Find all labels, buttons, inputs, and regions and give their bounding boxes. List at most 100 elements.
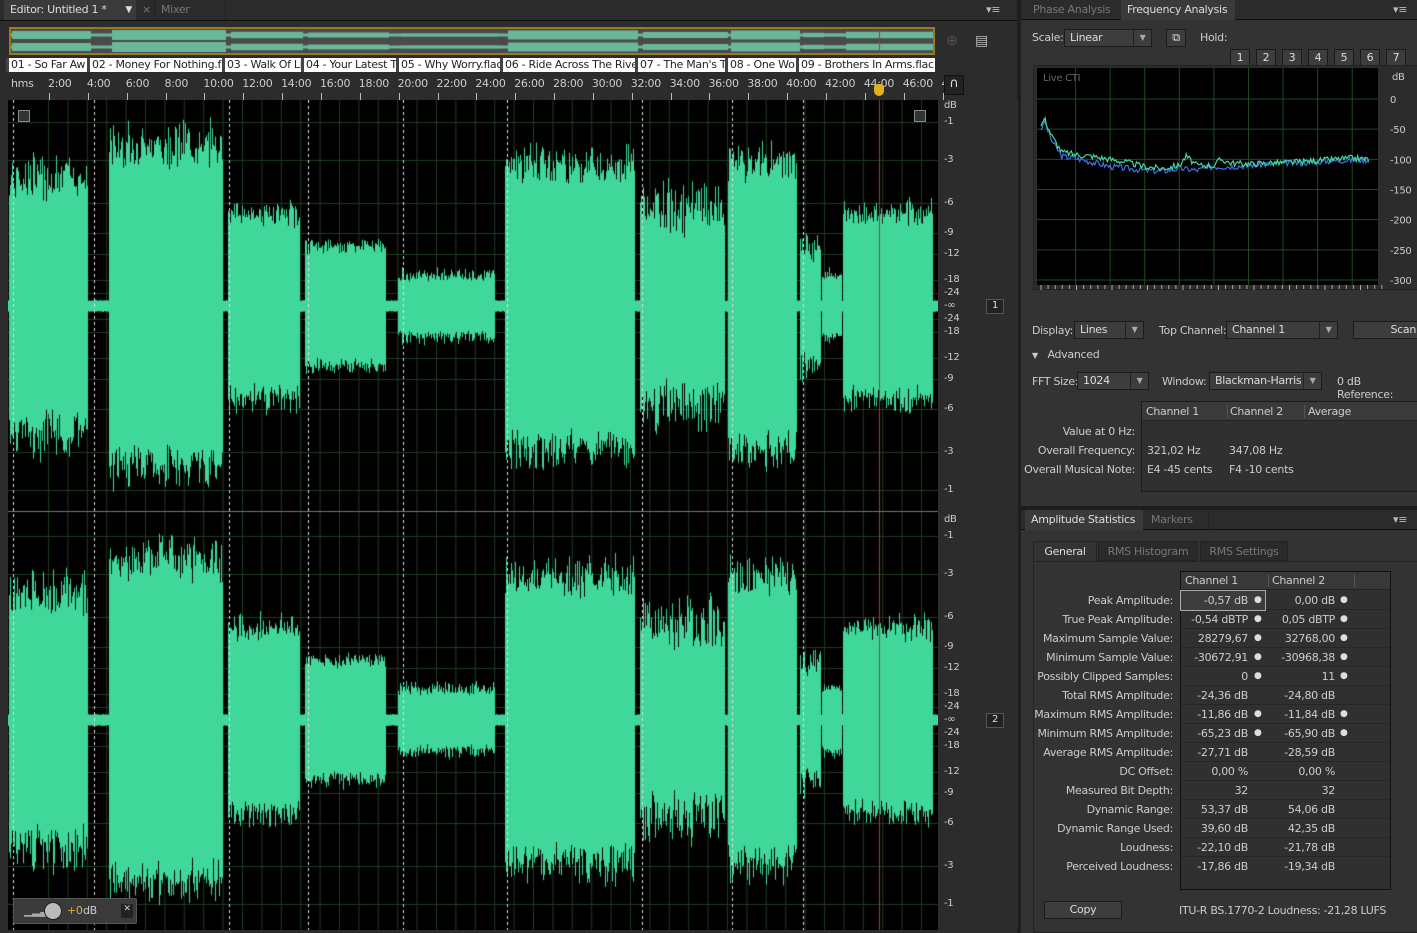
stat-channel-1[interactable]: -65,23 dB	[1197, 727, 1248, 740]
marker-pin-icon[interactable]: ●	[1254, 709, 1262, 719]
zoom-corner-icon[interactable]	[914, 110, 926, 122]
track-marker[interactable]: 08 - One Wo	[725, 58, 796, 72]
marker-pin-icon[interactable]: ●	[1254, 652, 1262, 662]
stat-channel-2[interactable]: -11,84 dB	[1284, 708, 1335, 721]
track-marker[interactable]: 09 - Brothers In Arms.flac	[796, 58, 935, 72]
spectrum-chart[interactable]: 10k20k30k40k50k60k70k80k90kHz0-50-100-15…	[1033, 65, 1417, 290]
stat-channel-1[interactable]: -17,86 dB	[1197, 860, 1248, 873]
tab-label: Frequency Analysis	[1127, 3, 1228, 16]
subtab-rms-histogram[interactable]: RMS Histogram	[1098, 541, 1198, 561]
stat-channel-1[interactable]: -22,10 dB	[1197, 841, 1248, 854]
marker-pin-icon[interactable]: ●	[1340, 652, 1348, 662]
subtab-rms-settings[interactable]: RMS Settings	[1200, 541, 1288, 561]
stat-channel-2[interactable]: -28,59 dB	[1284, 746, 1335, 759]
marker-pin-icon[interactable]: ●	[1254, 633, 1262, 643]
stat-channel-1[interactable]: 32	[1234, 784, 1249, 797]
marker-pin-icon[interactable]: ●	[1340, 595, 1348, 605]
track-marker[interactable]: 06 - Ride Across The Rive	[500, 58, 635, 72]
copy-icon[interactable]: ⧉	[1166, 29, 1186, 47]
marker-pin-icon[interactable]: ●	[1254, 614, 1262, 624]
tab-mixer[interactable]: Mixer	[154, 0, 226, 20]
window-dropdown[interactable]: Blackman-Harris ▼	[1209, 372, 1322, 390]
marker-pin-icon[interactable]: ●	[1340, 671, 1348, 681]
stat-channel-1[interactable]: 0	[1241, 670, 1248, 683]
channel-2-badge[interactable]: 2	[986, 713, 1004, 728]
zoom-icon[interactable]: ⊕	[946, 33, 958, 49]
pin-icon[interactable]: ✕	[121, 904, 133, 918]
tab-frequency-analysis[interactable]: Frequency Analysis ×	[1121, 0, 1235, 36]
track-marker[interactable]: 04 - Your Latest T	[301, 58, 396, 72]
ruler-tick	[670, 93, 672, 100]
stat-channel-2[interactable]: -19,34 dB	[1284, 860, 1335, 873]
waveform-display[interactable]	[8, 100, 938, 930]
stat-channel-1[interactable]: -27,71 dB	[1197, 746, 1248, 759]
zoom-corner-icon[interactable]	[18, 110, 30, 122]
stat-channel-2[interactable]: -30968,38	[1281, 651, 1335, 664]
close-editor-icon[interactable]: ×	[142, 3, 151, 16]
stat-channel-2[interactable]: -21,78 dB	[1284, 841, 1335, 854]
marker-pin-icon[interactable]: ●	[1254, 728, 1262, 738]
stat-channel-2[interactable]: 32768,00	[1284, 632, 1335, 645]
stat-channel-1[interactable]: -11,86 dB	[1197, 708, 1248, 721]
stat-channel-2[interactable]: 0,00 dB	[1294, 594, 1336, 607]
fft-size-dropdown[interactable]: 1024 ▼	[1077, 372, 1149, 390]
chevron-down-icon[interactable]: ▼	[125, 5, 132, 15]
marker-pin-icon[interactable]: ●	[1254, 595, 1262, 605]
volume-knob[interactable]	[44, 902, 62, 920]
tab-phase-analysis[interactable]: Phase Analysis	[1033, 3, 1111, 16]
tab-markers[interactable]: Markers	[1145, 510, 1209, 530]
chevron-down-icon: ▼	[1130, 373, 1148, 389]
playhead-marker-icon[interactable]	[874, 84, 884, 96]
stat-channel-1[interactable]: -24,36 dB	[1197, 689, 1248, 702]
track-marker[interactable]: 02 - Money For Nothing.fl	[87, 58, 222, 72]
track-marker[interactable]: 01 - So Far Aw	[6, 58, 87, 72]
track-marker[interactable]: 07 - The Man's T	[635, 58, 725, 72]
subtab-general[interactable]: General	[1033, 541, 1097, 561]
channel-1-badge[interactable]: 1	[986, 299, 1004, 314]
stat-channel-2[interactable]: 0,00 %	[1298, 765, 1335, 778]
panel-menu-icon[interactable]: ▾≡	[986, 3, 1001, 16]
tab-editor[interactable]: Editor: Untitled 1 * ▼	[4, 0, 136, 20]
ruler-tick	[87, 93, 89, 100]
stat-channel-2[interactable]: 32	[1321, 784, 1336, 797]
ruler-tick	[320, 93, 322, 100]
stat-channel-2[interactable]: 42,35 dB	[1287, 822, 1335, 835]
hold-label: Hold:	[1200, 31, 1228, 44]
advanced-toggle[interactable]: ▼ Advanced	[1032, 348, 1100, 361]
tab-amplitude-statistics[interactable]: Amplitude Statistics ×	[1025, 510, 1143, 546]
list-icon[interactable]: ▤	[975, 33, 988, 49]
stat-channel-2[interactable]: -65,90 dB	[1284, 727, 1335, 740]
marker-pin-icon[interactable]: ●	[1340, 709, 1348, 719]
marker-pin-icon[interactable]: ●	[1340, 633, 1348, 643]
time-ruler[interactable]: hms 2:00 4:00 6:00 8:00 10:00 12:00 14:00 16:00…	[8, 74, 949, 100]
scale-dropdown[interactable]: Linear ▼	[1064, 29, 1152, 47]
stat-channel-1[interactable]: -0,54 dBTP	[1191, 613, 1248, 626]
stat-channel-1[interactable]: 0,00 %	[1211, 765, 1248, 778]
marker-pin-icon[interactable]: ●	[1340, 728, 1348, 738]
top-channel-dropdown[interactable]: Channel 1 ▼	[1226, 321, 1338, 339]
snap-icon[interactable]: ∩	[944, 75, 964, 95]
volume-unit: dB	[83, 904, 97, 917]
stat-channel-2[interactable]: 0,05 dBTP	[1281, 613, 1335, 626]
stat-channel-1[interactable]: -30672,91	[1194, 651, 1248, 664]
marker-pin-icon[interactable]: ●	[1340, 614, 1348, 624]
stat-channel-1[interactable]: 53,37 dB	[1200, 803, 1248, 816]
marker-pin-icon[interactable]: ●	[1254, 671, 1262, 681]
panel-menu-icon[interactable]: ▾≡	[1393, 3, 1408, 16]
stat-channel-2[interactable]: -24,80 dB	[1284, 689, 1335, 702]
volume-value[interactable]: +0	[67, 904, 83, 917]
ruler-label: 38:00	[747, 77, 778, 90]
panel-menu-icon[interactable]: ▾≡	[1393, 513, 1408, 526]
stat-channel-1[interactable]: -0,57 dB	[1180, 590, 1266, 611]
display-dropdown[interactable]: Lines ▼	[1074, 321, 1144, 339]
scan-button[interactable]: Scan	[1353, 321, 1417, 339]
copy-button[interactable]: Copy	[1044, 901, 1122, 919]
ruler-label: 36:00	[708, 77, 739, 90]
overview-bar[interactable]	[9, 27, 935, 55]
track-marker[interactable]: 05 - Why Worry.flac	[396, 58, 500, 72]
track-marker[interactable]: 03 - Walk Of Li	[222, 58, 301, 72]
stat-channel-2[interactable]: 54,06 dB	[1287, 803, 1335, 816]
stat-channel-1[interactable]: 28279,67	[1197, 632, 1248, 645]
stat-channel-2[interactable]: 11	[1321, 670, 1336, 683]
stat-channel-1[interactable]: 39,60 dB	[1200, 822, 1248, 835]
